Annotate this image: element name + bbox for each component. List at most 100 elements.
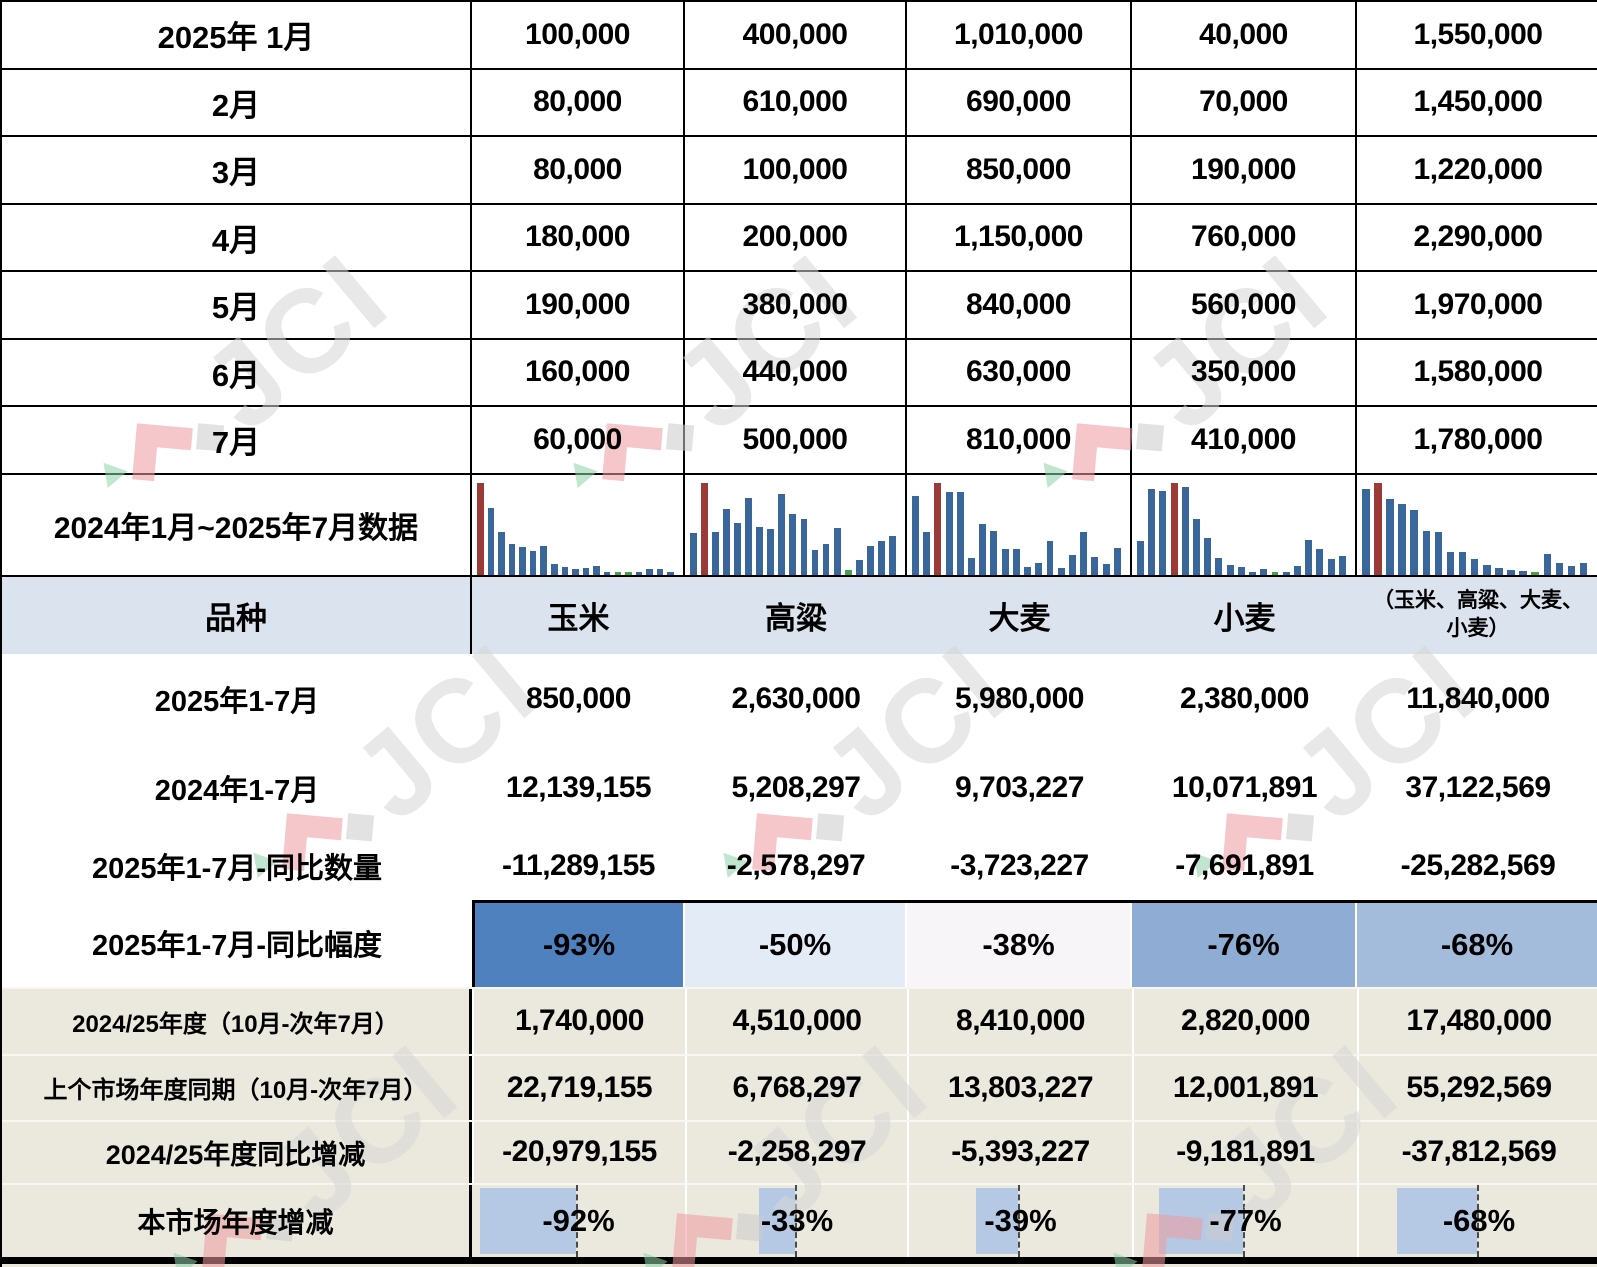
value-text: 190,000 [1191,152,1296,186]
sparkline-bar [508,544,516,575]
value-cell: 1,150,000 [907,204,1132,270]
yoy-pct-value: -38% [982,926,1055,962]
value-cell: 60,000 [472,407,685,473]
value-cell: 1,220,000 [1357,137,1597,203]
value-text: 500,000 [742,422,848,456]
annual-value: -9,181,891 [1176,1135,1315,1168]
summary-value-cell: -3,723,227 [907,832,1132,900]
sparkline-bar [1271,571,1279,575]
sparkline-bar [1137,541,1144,575]
summary-value: 2,380,000 [1180,681,1309,715]
summary-value: -7,691,891 [1175,848,1314,882]
sparkline-bar [956,491,964,575]
sparkline-bar [1531,571,1539,575]
value-cell: 190,000 [1132,137,1357,203]
summary-label-cell: 2025年1-7月-同比数量 [2,832,472,900]
sparkline-bar [701,482,708,575]
yoy-pct-value: -50% [758,926,832,962]
value-text: 440,000 [742,355,848,389]
annual-label: 2024/25年度同比增减 [105,1139,366,1170]
sparkline-bar [540,545,548,575]
sparkline-bar [1215,557,1223,575]
month-label: 2月 [211,87,261,123]
sparkline-bar [690,533,697,575]
variety-header-label: 品种 [2,576,472,654]
summary-value-cell: 2,380,000 [1132,654,1357,744]
column-header-total: （玉米、高粱、大麦、小麦） [1373,588,1583,640]
annual-row: 上个市场年度同期（10月-次年7月） 22,719,155 6,768,297 13,… [2,1053,1597,1120]
sparkline-bar [1204,537,1212,575]
month-row: 2月 80,000 610,000 690,000 70,000 1,450,000 [2,69,1597,137]
value-cell: 80,000 [472,69,685,135]
sparkline-bar [625,571,632,575]
value-text: 2,290,000 [1413,220,1543,254]
annual-value-cell: -20,979,155 [472,1121,685,1183]
value-text: 810,000 [966,422,1071,456]
sparkline-bar [635,571,643,575]
value-cell: 760,000 [1132,204,1357,270]
summary-label: 2025年1-7月-同比数量 [91,852,383,885]
month-label-cell: 3月 [2,137,472,203]
summary-value-cell: 5,980,000 [907,654,1132,744]
sparkline-row-label-text: 2024年1月~2025年7月数据 [53,511,419,545]
yoy-pct-cell: -38% [907,902,1130,987]
sparkline-bar [800,519,808,575]
sparkline-bar [1543,554,1552,575]
negative-data-bar [1396,1187,1477,1254]
sparkline-bar [1181,487,1189,575]
market-change-row: 本市场年度增减 -92% -33% -39% -77% -68% [2,1182,1597,1257]
variety-header-row: 品种 玉米 高粱 大麦 小麦 （玉米、高粱、大麦、小麦） [2,576,1597,654]
sparkline-bar [1338,556,1346,575]
value-text: 410,000 [1191,422,1296,456]
summary-value-cell: 9,703,227 [907,744,1132,832]
sparkline-bar [1327,558,1335,575]
data-bar-axis-line [1018,1184,1021,1257]
market-change-value: -33% [760,1202,834,1238]
sparkline-bar [1374,482,1382,575]
sparkline-bar [1398,503,1406,575]
value-text: 180,000 [525,220,630,254]
summary-row: 2024年1-7月 12,139,155 5,208,297 9,703,227 10,… [2,744,1597,832]
annual-value: 22,719,155 [506,1070,653,1104]
summary-value-cell: -2,578,297 [685,832,907,900]
value-cell: 1,550,000 [1357,2,1597,68]
yoy-pct-row-label: 2025年1-7月-同比幅度 [91,930,383,962]
month-label-cell: 2025年 1月 [2,2,472,68]
sparkline-bar [934,482,942,575]
value-text: 100,000 [742,152,848,186]
summary-label-cell: 2024年1-7月 [2,744,472,832]
month-label-cell: 6月 [2,339,472,405]
sparkline-bar [1159,490,1167,575]
annual-value-cell: 1,740,000 [472,988,685,1054]
annual-value: 4,510,000 [732,1004,862,1037]
sparkline-bar [1080,532,1088,575]
column-header-corn: 玉米 [547,600,610,636]
sparkline-bar [1282,571,1290,575]
value-cell: 40,000 [1132,2,1357,68]
annual-value: 12,001,891 [1172,1070,1319,1104]
sparkline-bar [614,571,622,575]
sparkline-bar [1057,568,1065,575]
sparkline-bar [756,526,764,575]
value-text: 200,000 [742,220,848,254]
sparkline-bar [477,482,484,575]
sparkline-bar [1470,558,1479,575]
value-text: 840,000 [966,287,1071,321]
sparkline-bar [778,493,786,575]
sparkline-bar [877,541,885,575]
sparkline-bar [498,532,505,575]
annual-value: 6,768,297 [732,1070,862,1104]
annual-value: 17,480,000 [1406,1004,1552,1037]
annual-label: 上个市场年度同期（10月-次年7月） [43,1077,428,1104]
annual-value-cell: -9,181,891 [1132,1121,1357,1183]
summary-value: 37,122,569 [1405,770,1551,804]
month-label: 5月 [211,290,261,326]
value-text: 1,150,000 [954,220,1083,254]
summary-value: 11,840,000 [1406,681,1550,715]
sparkline-bar [1068,555,1076,575]
sparkline-bar [866,545,874,575]
annual-value-cell: 22,719,155 [472,1055,685,1120]
market-change-cell: -39% [907,1184,1132,1257]
sparkline-bar [1113,547,1121,575]
value-text: 190,000 [525,287,630,321]
